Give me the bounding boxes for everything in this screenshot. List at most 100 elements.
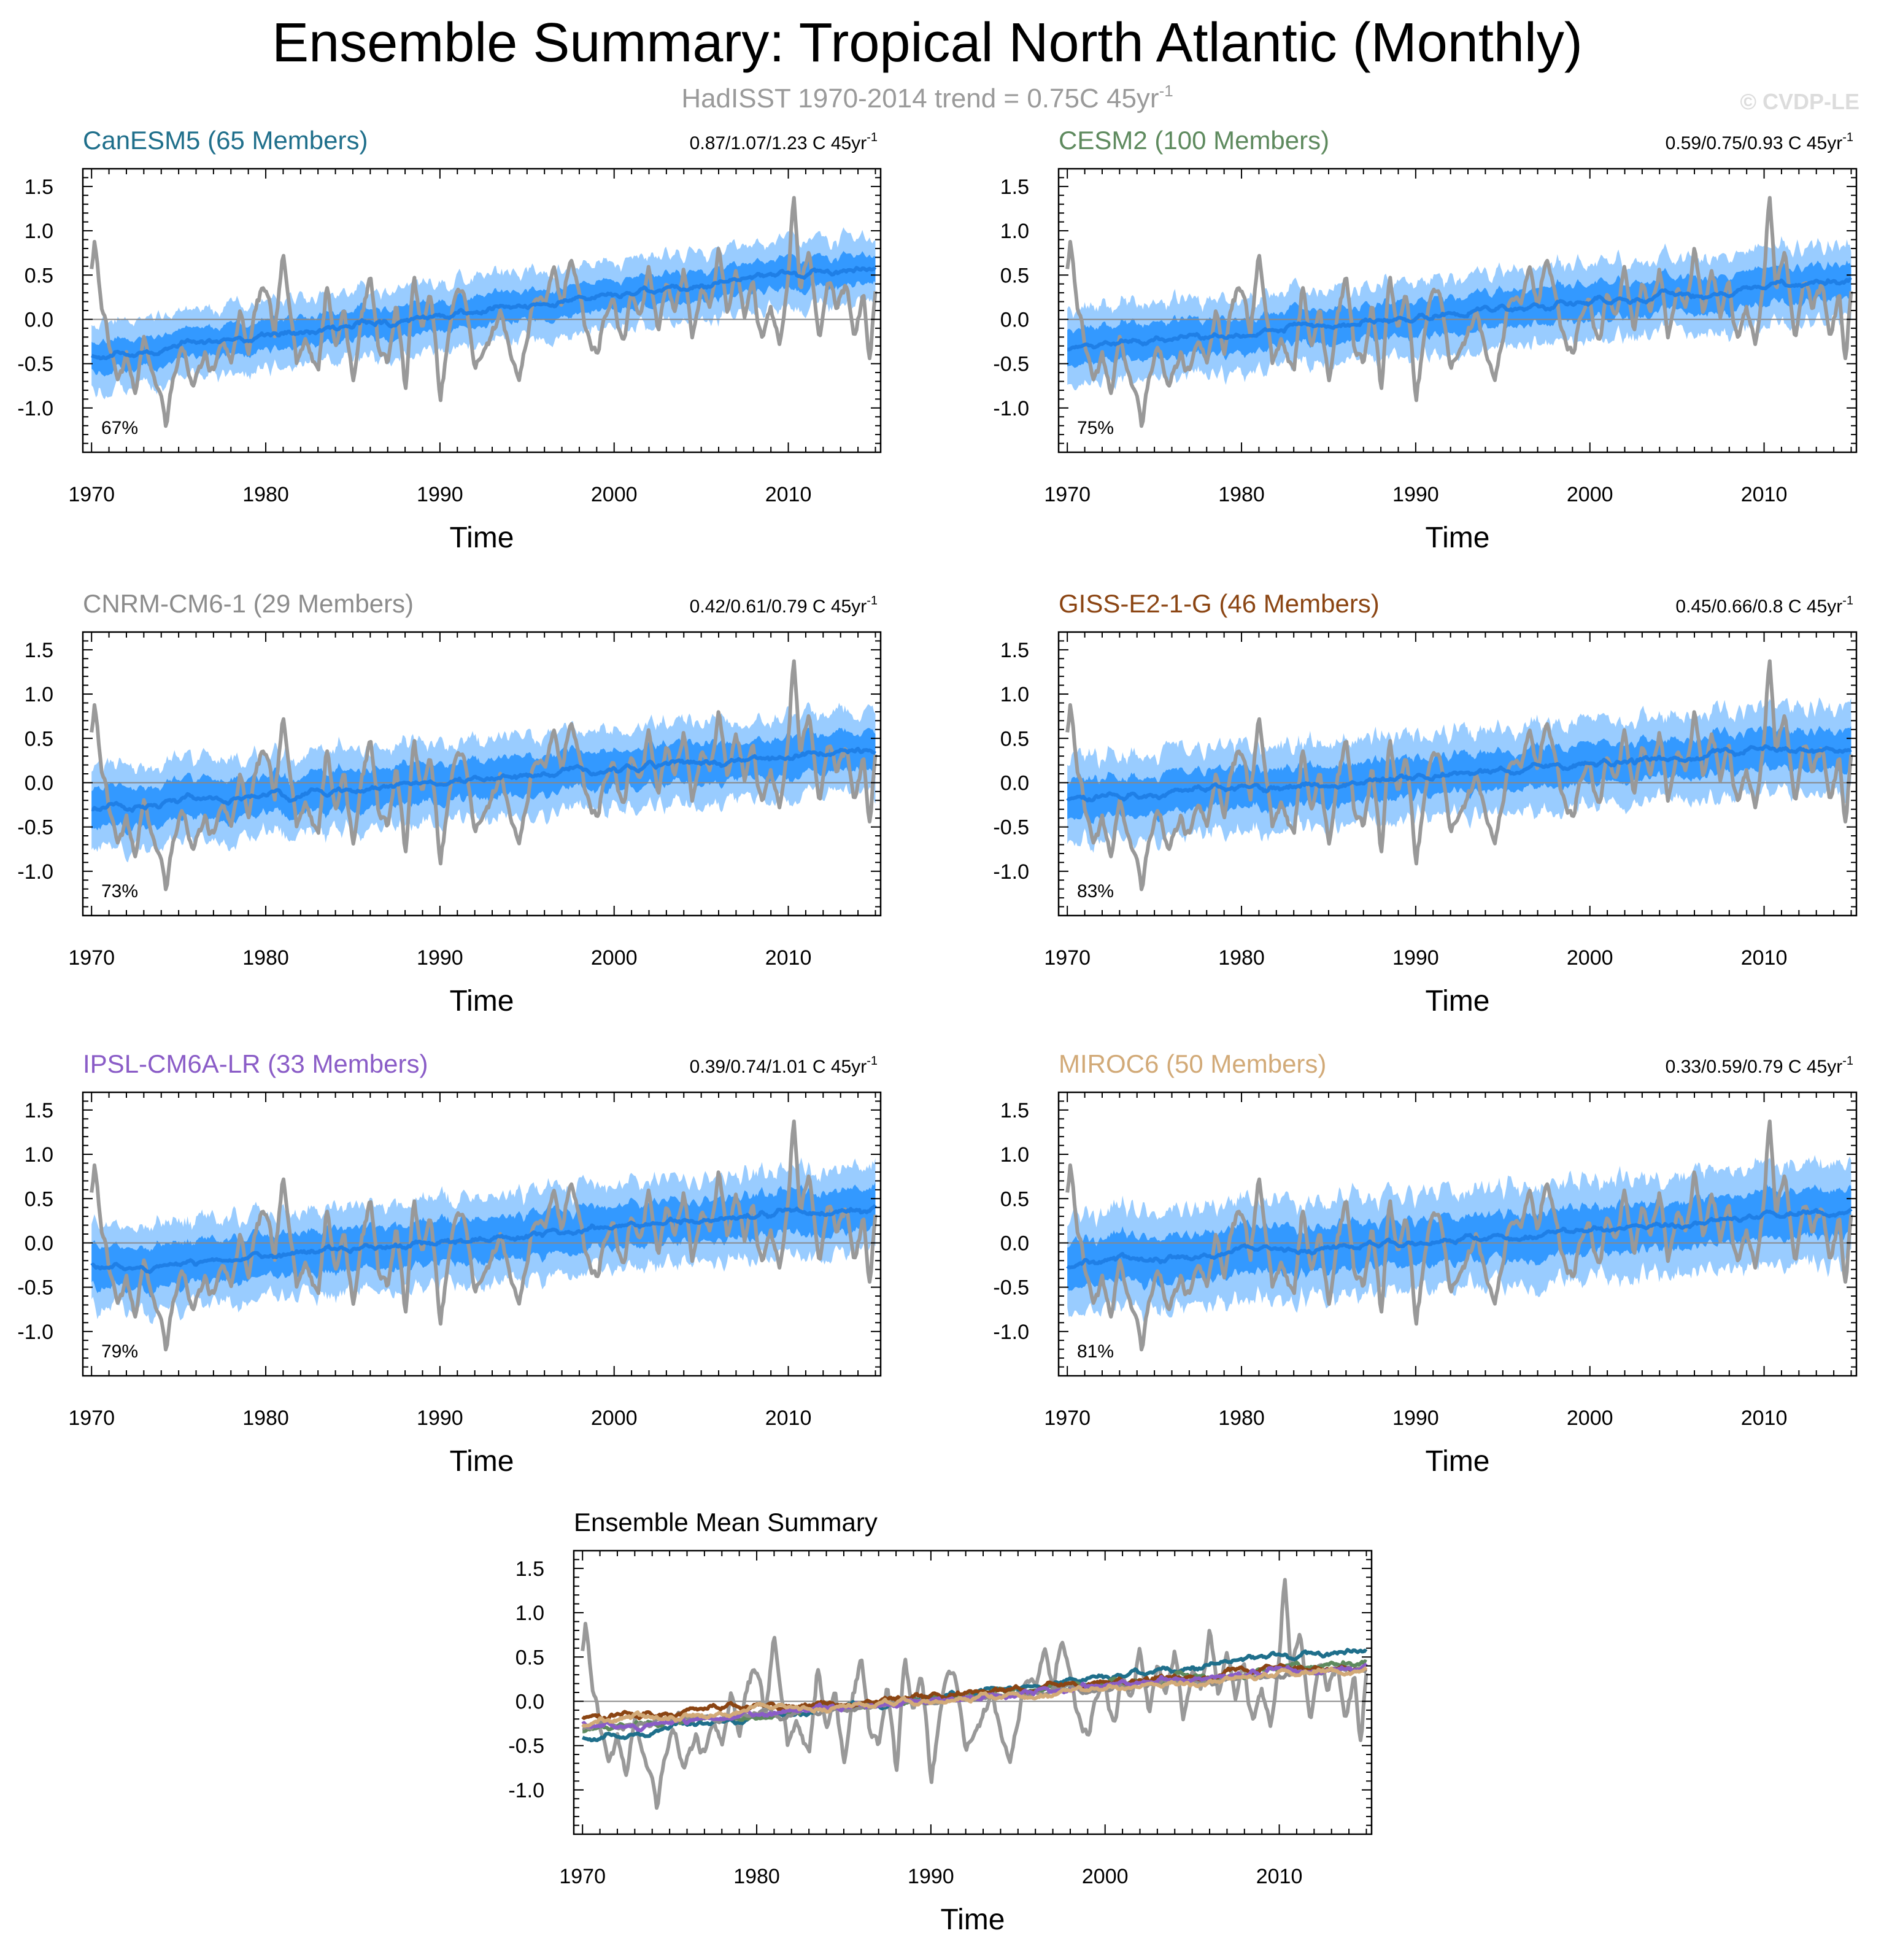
chart-panel-4: -1.0 -0.5 0.0 0.5 1.0 1.5 1970 1980 1990 2000 2010… bbox=[993, 589, 1858, 1017]
y-tick-label: 0.5 bbox=[1000, 1187, 1029, 1211]
x-tick-label: 2010 bbox=[765, 483, 812, 506]
x-tick-label: 1980 bbox=[1218, 946, 1265, 970]
y-tick-label: 1.0 bbox=[25, 683, 53, 706]
subtitle-text: HadISST 1970-2014 trend = 0.75C 45yr bbox=[681, 83, 1159, 114]
x-tick-label: 1990 bbox=[1392, 946, 1439, 970]
percent-within-spread-label: 73% bbox=[101, 881, 138, 901]
y-tick-label: 0.5 bbox=[25, 1187, 53, 1211]
y-tick-label: -0.5 bbox=[993, 353, 1029, 376]
y-tick-label: 0.0 bbox=[25, 771, 53, 795]
y-tick-label: -1.0 bbox=[17, 397, 53, 420]
y-tick-label: 1.5 bbox=[25, 639, 53, 662]
trend-values: 0.42/0.61/0.79 C 45yr bbox=[690, 596, 867, 617]
x-tick-label: 1990 bbox=[908, 1865, 954, 1888]
x-tick-label: 2010 bbox=[765, 1406, 812, 1430]
y-tick-label: 1.0 bbox=[25, 220, 53, 243]
trend-values: 0.45/0.66/0.8 C 45yr bbox=[1675, 596, 1842, 617]
x-tick-label: 2010 bbox=[765, 946, 812, 970]
percent-within-spread-label: 79% bbox=[101, 1341, 138, 1362]
x-tick-label: 1980 bbox=[242, 1406, 289, 1430]
x-tick-label: 2000 bbox=[1082, 1865, 1129, 1888]
panels-container: -1.0 -0.5 0.0 0.5 1.0 1.5 1970 1980 1990 2000 2010… bbox=[17, 126, 1858, 1936]
x-axis-label: Time bbox=[450, 1445, 514, 1478]
observations-line bbox=[1065, 659, 1853, 892]
ensemble-mean-line bbox=[1066, 1207, 1853, 1270]
x-axis-label: Time bbox=[941, 1904, 1005, 1936]
x-tick-label: 1970 bbox=[68, 1406, 115, 1430]
x-tick-label: 1980 bbox=[1218, 1406, 1265, 1430]
figure-title: Ensemble Summary: Tropical North Atlanti… bbox=[272, 12, 1583, 74]
trend-superscript: -1 bbox=[867, 594, 878, 608]
y-tick-label: 1.0 bbox=[1000, 683, 1029, 706]
ensemble-mean-line-giss-e2-1-g bbox=[581, 1662, 1367, 1721]
panel-title: MIROC6 (50 Members) bbox=[1059, 1049, 1326, 1078]
x-tick-label: 1980 bbox=[242, 483, 289, 506]
observed-trend-subtitle: HadISST 1970-2014 trend = 0.75C 45yr-1 bbox=[681, 82, 1173, 114]
y-tick-label: -0.5 bbox=[17, 1276, 53, 1300]
chart-panel-7: -1.0 -0.5 0.0 0.5 1.0 1.5 1970 1980 1990 2000 2010… bbox=[508, 1508, 1373, 1936]
trend-range-label: 0.59/0.75/0.93 C 45yr-1 bbox=[1666, 131, 1853, 153]
y-tick-label: 0.0 bbox=[25, 308, 53, 331]
trend-range-label: 0.87/1.07/1.23 C 45yr-1 bbox=[690, 131, 878, 153]
x-axis-label: Time bbox=[1426, 522, 1490, 554]
trend-superscript: -1 bbox=[867, 1054, 878, 1068]
y-tick-label: 0.5 bbox=[1000, 727, 1029, 750]
y-tick-label: -1.0 bbox=[993, 1321, 1029, 1344]
x-tick-label: 2000 bbox=[1567, 1406, 1613, 1430]
ensemble-mean-line-canesm5 bbox=[582, 1648, 1368, 1743]
x-tick-label: 1990 bbox=[417, 483, 463, 506]
x-tick-label: 2010 bbox=[1741, 483, 1788, 506]
y-tick-label: 0.0 bbox=[25, 1232, 53, 1255]
percent-within-spread-label: 75% bbox=[1077, 418, 1114, 438]
subtitle-superscript: -1 bbox=[1159, 82, 1173, 100]
trend-range-label: 0.45/0.66/0.8 C 45yr-1 bbox=[1675, 594, 1853, 617]
ensemble-mean-line bbox=[1067, 277, 1852, 352]
y-tick-label: -1.0 bbox=[17, 1321, 53, 1344]
percent-within-spread-label: 81% bbox=[1077, 1341, 1114, 1362]
y-tick-label: 1.0 bbox=[1000, 1143, 1029, 1167]
y-tick-label: 1.0 bbox=[515, 1602, 544, 1625]
x-tick-label: 1970 bbox=[1044, 946, 1091, 970]
trend-superscript: -1 bbox=[1842, 131, 1853, 144]
panel-title: CanESM5 (65 Members) bbox=[83, 126, 368, 155]
panel-title: CESM2 (100 Members) bbox=[1059, 126, 1329, 155]
trend-superscript: -1 bbox=[867, 131, 878, 144]
x-tick-label: 2010 bbox=[1741, 1406, 1788, 1430]
observations-line bbox=[90, 659, 878, 892]
y-tick-label: 1.0 bbox=[1000, 220, 1029, 243]
y-tick-label: 0.5 bbox=[515, 1646, 544, 1669]
trend-superscript: -1 bbox=[1842, 594, 1853, 608]
y-tick-label: 1.5 bbox=[515, 1557, 544, 1581]
x-tick-label: 1970 bbox=[68, 946, 115, 970]
y-tick-label: 1.5 bbox=[25, 1099, 53, 1122]
y-tick-label: -0.5 bbox=[993, 816, 1029, 839]
x-axis-label: Time bbox=[1426, 985, 1490, 1017]
copyright-label: © CVDP-LE bbox=[1740, 89, 1859, 114]
observations-line bbox=[90, 196, 878, 428]
observations-line bbox=[90, 1119, 878, 1352]
y-tick-label: -0.5 bbox=[993, 1276, 1029, 1300]
x-axis-label: Time bbox=[450, 522, 514, 554]
x-tick-label: 1970 bbox=[1044, 1406, 1091, 1430]
y-tick-label: -1.0 bbox=[993, 860, 1029, 884]
trend-values: 0.87/1.07/1.23 C 45yr bbox=[690, 133, 867, 153]
ensemble-mean-line bbox=[90, 1204, 877, 1275]
percent-within-spread-label: 67% bbox=[101, 418, 138, 438]
x-tick-label: 2000 bbox=[1567, 483, 1613, 506]
panel-title: IPSL-CM6A-LR (33 Members) bbox=[83, 1049, 428, 1078]
x-tick-label: 2010 bbox=[1256, 1865, 1303, 1888]
x-tick-label: 2000 bbox=[591, 946, 638, 970]
x-tick-label: 1990 bbox=[417, 946, 463, 970]
y-tick-label: 0.0 bbox=[1000, 308, 1029, 331]
y-tick-label: 0.5 bbox=[1000, 264, 1029, 287]
x-axis-label: Time bbox=[450, 985, 514, 1017]
x-tick-label: 1970 bbox=[68, 483, 115, 506]
trend-range-label: 0.42/0.61/0.79 C 45yr-1 bbox=[690, 594, 878, 617]
x-tick-label: 2000 bbox=[1567, 946, 1613, 970]
observations-line bbox=[581, 1578, 1369, 1810]
ensemble-mean-line bbox=[1066, 744, 1852, 803]
x-tick-label: 1990 bbox=[1392, 483, 1439, 506]
x-tick-label: 1980 bbox=[242, 946, 289, 970]
y-tick-label: 1.5 bbox=[1000, 176, 1029, 199]
